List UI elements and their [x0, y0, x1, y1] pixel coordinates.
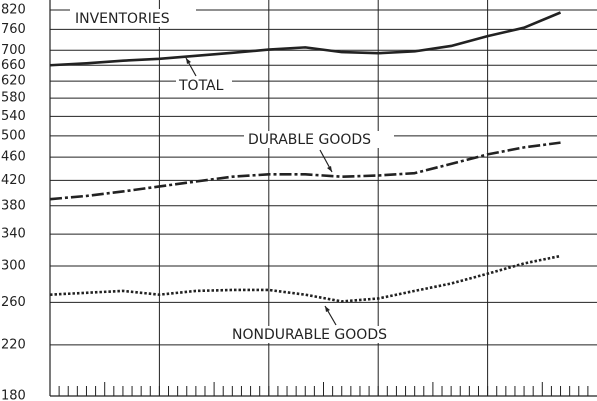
y-tick-label: 260	[1, 295, 26, 310]
y-tick-label: 660	[1, 58, 26, 73]
y-tick-label: 580	[1, 91, 26, 106]
annotations: INVENTORIES TOTAL DURABLE GOODS NONDURAB…	[70, 9, 420, 343]
y-tick-label: 340	[1, 227, 26, 242]
y-tick-label: 700	[1, 43, 26, 58]
grid	[49, 0, 597, 397]
label-bg	[176, 77, 232, 93]
y-tick-label: 620	[1, 74, 26, 89]
annotation: NONDURABLE GOODS	[232, 327, 387, 343]
y-tick-label: 380	[1, 198, 26, 213]
arrow-head	[325, 306, 330, 312]
y-tick-label: 220	[1, 337, 26, 352]
annotation: TOTAL	[178, 78, 224, 94]
annotation: INVENTORIES	[75, 11, 170, 27]
label-bg	[70, 9, 196, 27]
arrow-head	[327, 166, 332, 172]
series-line	[49, 11, 562, 67]
y-tick-label: 820	[1, 3, 26, 18]
label-bg	[244, 131, 394, 148]
y-tick-label: 180	[1, 389, 26, 401]
y-tick-label: 300	[1, 258, 26, 273]
series-line	[49, 141, 561, 201]
annotation: DURABLE GOODS	[248, 132, 371, 148]
y-tick-label: 760	[1, 22, 26, 37]
y-tick-label: 460	[1, 150, 26, 165]
y-tick-label: 540	[1, 109, 26, 124]
series-line	[49, 254, 561, 303]
label-bg	[228, 326, 420, 343]
y-tick-label: 420	[1, 173, 26, 188]
arrow-head	[186, 58, 191, 64]
y-tick-label: 500	[1, 128, 26, 143]
